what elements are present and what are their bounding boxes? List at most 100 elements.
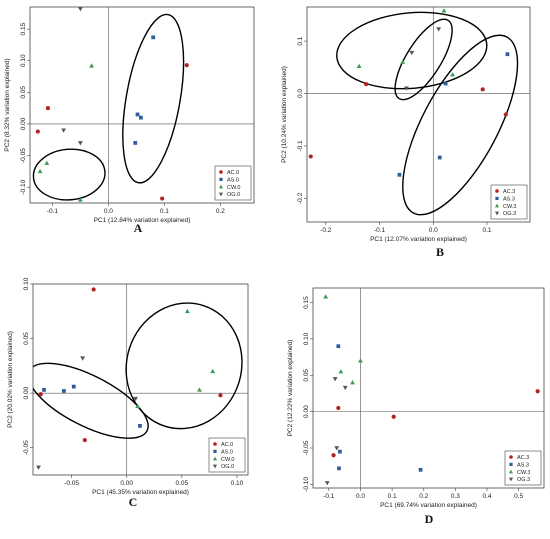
x-tick-label: -0.1 [374,227,386,234]
data-point-square [418,467,423,472]
legend-entry: OG.0 [221,464,234,470]
y-tick-label: 0.00 [20,117,27,130]
x-tick-label: 0.1 [160,208,169,215]
data-point-square [443,81,448,86]
data-point-triangle [358,358,363,363]
legend-entry: OG.0 [227,192,240,198]
data-point-square [135,112,140,117]
data-point-down [77,141,83,146]
legend-entry: CW.3 [517,470,530,476]
data-point-circle [364,81,369,87]
y-tick-label: 0.05 [23,332,30,345]
y-tick-label: -0.2 [297,192,304,204]
x-tick-label: -0.1 [47,208,59,215]
data-point-square [337,466,341,471]
x-tick-label: 0.1 [388,493,397,500]
x-tick-label: 0.1 [482,227,491,234]
panel-label: D [425,512,434,526]
data-point-triangle [44,160,50,165]
legend-entry: AC.3 [503,189,515,195]
y-tick-label: 0.10 [303,332,310,345]
plot-frame [306,6,531,223]
legend-entry: CW.3 [503,204,516,210]
y-axis-label: PC2 (20.02% variation explained) [7,331,14,428]
group-ellipses [33,302,243,439]
data-point-down [36,465,41,470]
data-point-circle [308,154,313,159]
data-point-circle [391,414,396,419]
y-tick-label: 0.05 [20,86,27,99]
legend-marker-down [508,477,514,482]
data-point-square [133,141,138,145]
legend-entry: AC.0 [221,442,233,448]
x-tick-label: -0.2 [320,227,332,234]
legend-marker-circle [213,442,217,446]
legend-marker-triangle [494,203,500,208]
legend-entry: OG.3 [503,211,516,217]
x-axis-label: PC1 (12.84% variation explained) [94,217,191,224]
y-tick-label: 0.10 [23,277,30,290]
x-tick-label: 0.00 [120,480,133,487]
data-point-square [437,155,442,160]
legend-marker-square [509,462,513,467]
x-tick-label: 0.5 [514,493,523,500]
confidence-ellipse [402,34,519,216]
y-tick-label: -0.05 [303,440,310,455]
y-tick-label: 0.15 [20,22,27,35]
data-point-triangle [323,294,329,299]
data-point-down [324,481,330,486]
confidence-ellipse [32,148,106,201]
data-point-circle [480,87,485,92]
data-point-triangle [197,387,202,392]
data-point-circle [160,196,165,201]
data-point-circle [91,287,96,292]
y-axis-label: PC2 (12.22% variation explained) [287,340,294,437]
data-point-triangle [135,403,141,409]
data-point-circle [35,129,40,134]
legend: AC.3AS.3 CW.3OG.3 [504,450,542,486]
pca-panel-A: -0.1 0.0 0.1 0.2 -0.10 -0.05 0.00 0.05 0.10 0.15 P… [4,6,255,235]
confidence-ellipse [394,18,453,101]
confidence-ellipse [336,11,488,90]
data-point-down [342,385,348,391]
confidence-ellipse [33,362,149,439]
data-point-square [151,35,156,40]
legend: AC.3AS.3 CW.3OG.3 [490,184,528,220]
group-ellipses [32,13,185,201]
x-tick-label: 0.2 [419,493,428,500]
data-point-square [42,387,46,392]
y-tick-label: -0.1 [297,140,304,152]
data-point-triangle [441,8,447,13]
y-tick-label: 0.1 [297,36,304,45]
confidence-ellipse [125,302,243,430]
data-point-down [332,377,338,382]
y-tick-label: 0.00 [23,386,30,399]
data-point-circle [331,453,336,458]
data-point-down [409,50,415,56]
y-tick-label: 0.10 [20,54,27,67]
x-tick-label: -0.05 [64,480,79,487]
data-point-triangle [37,168,43,174]
legend-entry: OG.3 [517,477,530,483]
pca-panel-B: -0.2 -0.1 0.0 0.1 -0.2 -0.1 0.0 0.1 PC1 (12.07% … [281,6,531,259]
data-point-down [334,446,340,451]
data-point-square [138,423,142,428]
legend-marker-triangle [508,469,514,474]
legend-marker-triangle [212,456,218,461]
y-tick-label: -0.05 [20,148,27,163]
y-tick-label: -0.05 [23,440,30,455]
legend-entry: AS.0 [227,177,239,183]
y-tick-label: 0.0 [297,89,304,98]
data-point-triangle [77,197,83,202]
y-tick-label: -0.10 [303,477,310,492]
data-point-circle [38,392,43,397]
legend-entry: AC.0 [227,170,239,176]
pca-panel-C: -0.05 0.00 0.05 0.10 -0.05 0.00 0.05 0.10 PC1 (4… [7,277,249,509]
data-point-triangle [450,72,456,77]
data-point-circle [503,112,508,117]
legend-marker-square [219,177,223,182]
legend-entry: AS.0 [221,449,233,455]
legend: AC.0AS.0 CW.0OG.0 [208,437,246,473]
data-point-circle [45,106,51,111]
legend-marker-circle [509,455,513,459]
